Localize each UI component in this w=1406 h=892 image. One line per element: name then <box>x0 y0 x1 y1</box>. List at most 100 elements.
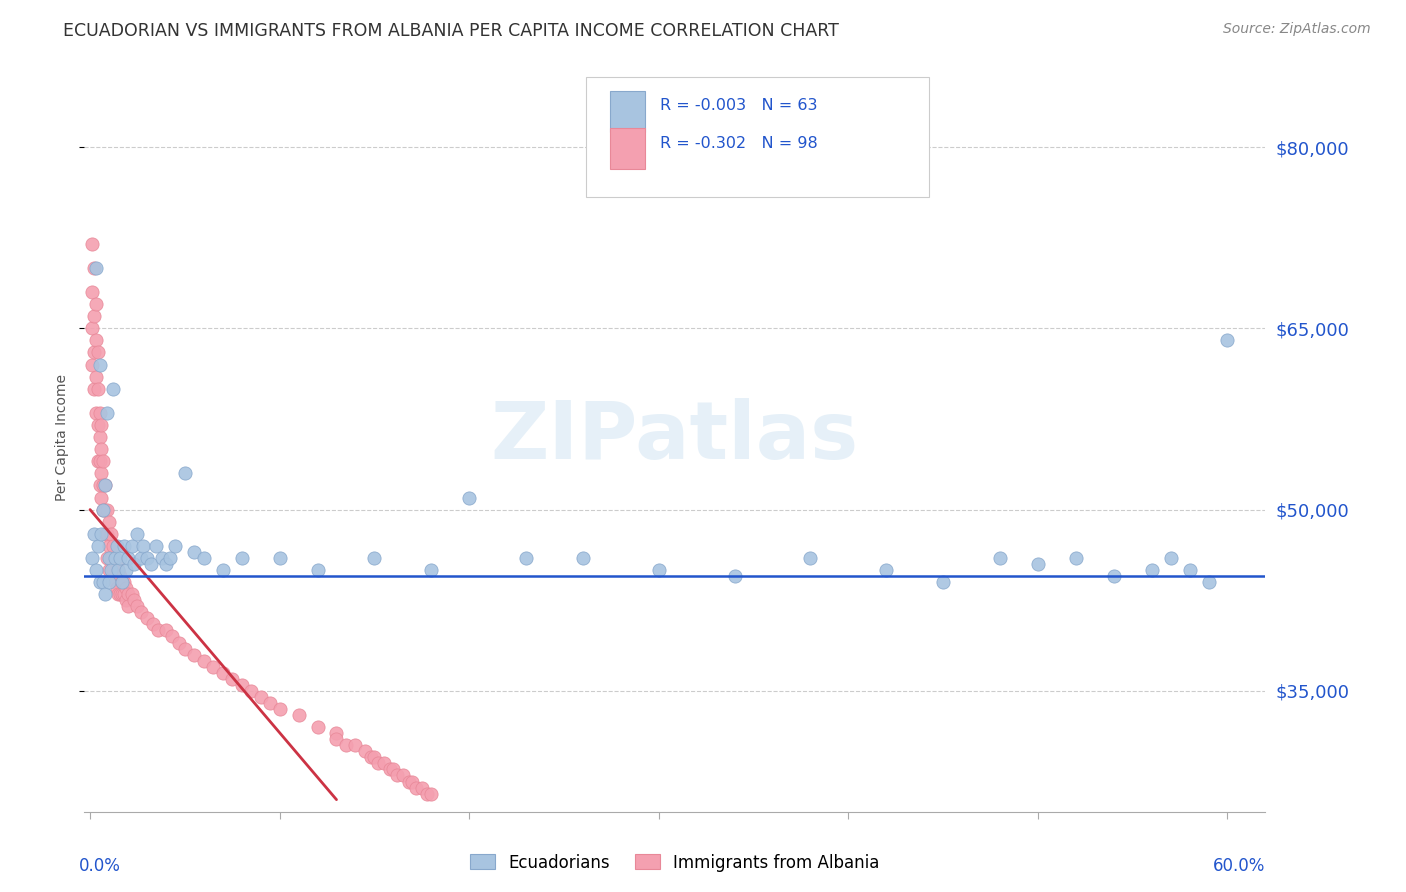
Point <box>360 750 382 764</box>
Point <box>89 478 111 492</box>
Point <box>90 526 112 541</box>
Point <box>259 696 281 710</box>
Point <box>94 587 117 601</box>
Point <box>80 321 103 335</box>
Point <box>98 575 121 590</box>
Point <box>89 454 111 468</box>
Point <box>122 593 145 607</box>
Bar <box>610 90 645 132</box>
Text: 0.0%: 0.0% <box>79 856 121 875</box>
Point <box>90 467 112 481</box>
Point <box>515 550 537 565</box>
Point <box>269 702 291 716</box>
Point <box>1178 563 1201 577</box>
Text: R = -0.003   N = 63: R = -0.003 N = 63 <box>659 98 817 113</box>
Point <box>100 526 122 541</box>
Point <box>89 358 111 372</box>
Point <box>80 358 103 372</box>
Point <box>165 539 187 553</box>
Point <box>129 550 152 565</box>
Point <box>91 502 114 516</box>
Point <box>107 587 129 601</box>
Point <box>83 526 105 541</box>
Point <box>121 587 143 601</box>
Point <box>96 406 118 420</box>
Point <box>80 285 103 299</box>
Point <box>89 406 111 420</box>
Point <box>211 563 233 577</box>
Point <box>107 563 129 577</box>
Point <box>110 569 132 583</box>
Point <box>135 611 157 625</box>
Point <box>110 550 132 565</box>
Point <box>145 539 167 553</box>
Point <box>117 599 139 614</box>
Point <box>101 539 124 553</box>
Point <box>382 763 405 777</box>
Text: 60.0%: 60.0% <box>1213 856 1265 875</box>
Point <box>932 575 955 590</box>
Point <box>405 780 427 795</box>
Point <box>104 550 127 565</box>
Point <box>84 297 107 311</box>
Point <box>875 563 897 577</box>
Point <box>86 539 108 553</box>
Point <box>90 442 112 457</box>
Point <box>132 539 155 553</box>
Point <box>105 581 128 595</box>
Point <box>84 406 107 420</box>
Point <box>98 515 121 529</box>
Point <box>249 690 271 704</box>
Point <box>121 539 143 553</box>
Point <box>401 774 423 789</box>
Point <box>80 550 103 565</box>
Point <box>325 726 347 740</box>
Point <box>80 236 103 251</box>
Point <box>211 665 233 680</box>
FancyBboxPatch shape <box>586 78 929 197</box>
Point <box>117 550 139 565</box>
Point <box>111 575 134 590</box>
Point <box>100 563 122 577</box>
Point <box>799 550 821 565</box>
Point <box>84 369 107 384</box>
Point <box>988 550 1011 565</box>
Point <box>572 550 595 565</box>
Point <box>139 557 162 571</box>
Point <box>91 454 114 468</box>
Point <box>458 491 481 505</box>
Point <box>100 550 122 565</box>
Point <box>94 502 117 516</box>
Point <box>648 563 671 577</box>
Point <box>155 557 177 571</box>
Point <box>1102 569 1125 583</box>
Point <box>1198 575 1220 590</box>
Point <box>378 763 401 777</box>
Point <box>117 587 139 601</box>
Point <box>84 334 107 348</box>
Point <box>398 774 420 789</box>
Point <box>112 575 135 590</box>
Point <box>221 672 243 686</box>
Point <box>115 581 138 595</box>
Text: Source: ZipAtlas.com: Source: ZipAtlas.com <box>1223 22 1371 37</box>
Point <box>183 648 205 662</box>
Point <box>115 593 138 607</box>
Point <box>105 557 128 571</box>
Point <box>86 382 108 396</box>
Point <box>373 756 395 771</box>
Point <box>86 454 108 468</box>
Point <box>1160 550 1182 565</box>
Point <box>307 720 329 734</box>
Point <box>173 467 195 481</box>
Point <box>83 345 105 359</box>
Point <box>269 550 291 565</box>
Point <box>167 635 190 649</box>
Point <box>335 738 357 752</box>
Point <box>173 641 195 656</box>
Point <box>111 587 134 601</box>
Point <box>89 575 111 590</box>
Legend: Ecuadorians, Immigrants from Albania: Ecuadorians, Immigrants from Albania <box>464 847 886 879</box>
Point <box>307 563 329 577</box>
Point <box>193 654 215 668</box>
